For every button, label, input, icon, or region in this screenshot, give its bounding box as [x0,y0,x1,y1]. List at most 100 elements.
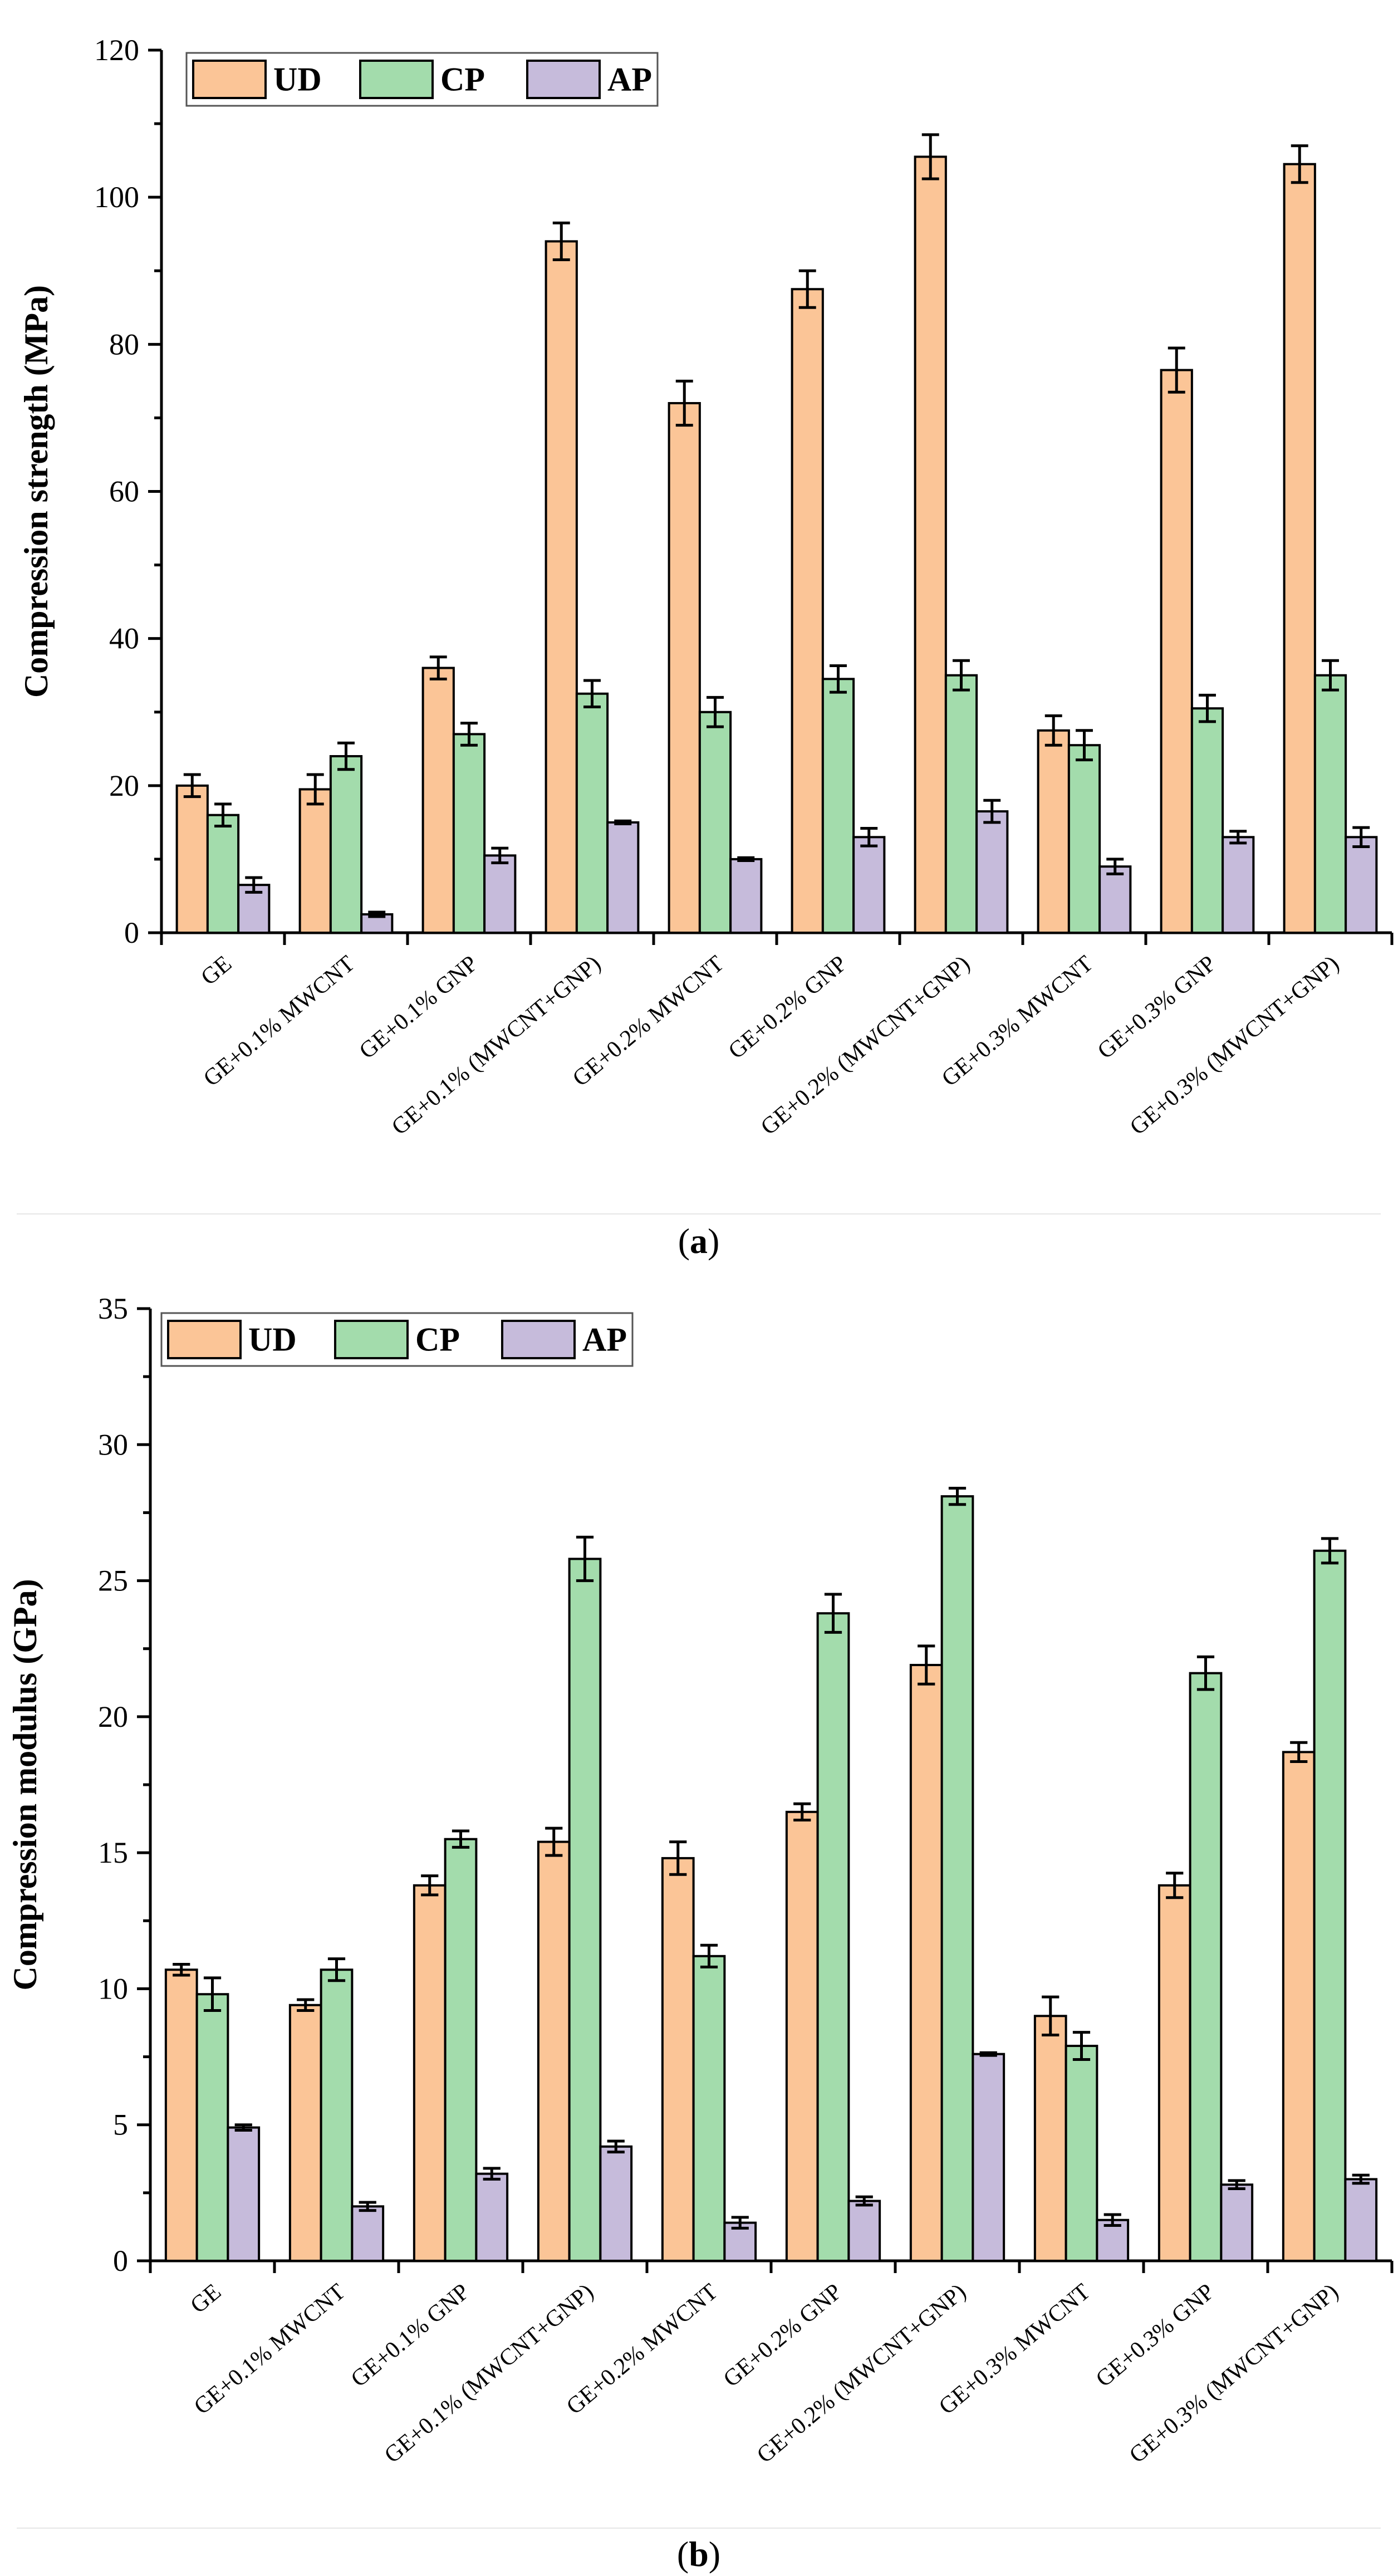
y-axis-title: Compression modulus (GPa) [7,1579,43,1991]
bar-ap [1220,2183,1254,2262]
y-tick-label: 15 [98,1836,128,1869]
bar-ud [413,1884,447,2262]
y-tick-label: 10 [98,1972,128,2005]
panel-a-caption: (a) [678,1221,720,1261]
legend-label-cp: CP [440,61,485,98]
bar-cp [568,1558,602,2262]
legend-label-ap: AP [607,61,652,98]
bar-ap [1222,836,1255,934]
legend-label-ud: UD [248,1321,297,1358]
bar-ud [1283,163,1316,934]
bar-cp [206,814,240,934]
x-category-label: GE+0.2% GNP [724,951,852,1064]
bar-ud [661,1857,695,2262]
legend-label-ap: AP [582,1321,627,1358]
panel-b-compression-modulus-chart: 0 5 10 15 20 25 30 35 Compression modulus (GPa) G… [7,1292,1394,2469]
y-tick-label: 0 [113,2244,128,2278]
bar-ap [227,2126,261,2262]
bar-ud [785,1810,819,2262]
bar-ud [298,788,332,934]
y-tick-label: 40 [109,622,139,655]
bar-ud [1037,729,1070,934]
bar-ap [852,836,886,934]
bar-ud [1033,2015,1067,2262]
legend-swatch-cp [359,60,434,99]
bar-ud [537,1840,571,2262]
bar-cp [575,692,609,934]
y-tick-label: 35 [98,1292,128,1325]
x-category-label: GE [185,2279,225,2318]
bar-ap [972,2053,1005,2262]
bar-cp [1189,1672,1223,2262]
bar-ud [1160,369,1193,934]
x-category-label: GE+0.2% GNP [719,2279,847,2392]
bar-ud [791,288,824,934]
bar-ap [729,858,763,934]
x-category-label: GE+0.1% (MWCNT+GNP) [387,951,606,1140]
x-category-label: GE+0.1% GNP [355,951,483,1064]
bar-ud [288,2004,322,2262]
y-tick-label: 5 [113,2108,128,2142]
bar-cp [320,1968,354,2262]
bar-cp [329,755,363,934]
bar-cp [1190,707,1224,934]
bar-ap [1098,865,1132,934]
bar-cp [452,733,486,934]
bar-ap [847,2200,881,2262]
bar-ud [909,1664,943,2262]
y-tick-label: 20 [98,1700,128,1733]
x-category-label: GE [196,951,236,990]
y-tick-label: 100 [94,180,139,214]
bar-ap [599,2145,633,2262]
bar-cp [698,711,732,934]
bar-ud [175,784,209,934]
bar-cp [1313,1549,1347,2262]
y-tick-label: 80 [109,327,139,361]
y-tick-label: 120 [94,33,139,67]
x-category-label: GE+0.3% (MWCNT+GNP) [1125,951,1344,1140]
bar-ap [606,821,640,934]
bar-ud [545,240,578,934]
x-category-label: GE+0.1% (MWCNT+GNP) [380,2279,599,2468]
bar-ud [668,402,701,934]
bar-cp [444,1838,478,2262]
legend-label-ud: UD [273,61,322,98]
bar-cp [1067,744,1101,934]
bar-cp [816,1612,850,2262]
bar-ud [1157,1884,1191,2262]
bar-cp [944,674,978,934]
bar-cp [1065,2045,1098,2262]
x-category-label: GE+0.3% (MWCNT+GNP) [1125,2279,1343,2468]
x-category-label: GE+0.2% (MWCNT+GNP) [752,2279,971,2468]
y-tick-label: 20 [109,769,139,802]
bar-cp [692,1955,726,2262]
bar-ap [483,854,517,934]
x-category-label: GE+0.2% (MWCNT+GNP) [756,951,975,1140]
legend-label-cp: CP [415,1321,460,1358]
bar-cp [821,678,855,934]
y-tick-label: 25 [98,1564,128,1598]
bar-ap [475,2172,509,2262]
panel-a-compression-strength-chart: 0 20 40 60 80 100 120 Compression strength (MPa… [18,33,1394,1140]
bar-cp [940,1495,974,2262]
legend-swatch-cp [334,1320,409,1359]
bar-ap [1344,2178,1378,2262]
y-tick-label: 0 [124,916,139,949]
panel-b-caption: (b) [677,2534,720,2574]
x-category-label: GE+0.1% GNP [346,2279,474,2392]
bar-cp [195,1993,229,2262]
legend-swatch-ud [192,60,267,99]
legend-swatch-ap [501,1320,576,1359]
x-category-label: GE+0.3% GNP [1091,2279,1219,2392]
bar-ap [1345,836,1378,934]
legend-swatch-ap [526,60,601,99]
bar-cp [1313,674,1347,934]
bar-ud [164,1968,198,2262]
y-tick-label: 30 [98,1428,128,1461]
x-category-label: GE+0.3% GNP [1093,951,1221,1064]
bar-ap [975,810,1009,934]
legend-swatch-ud [167,1320,242,1359]
y-axis-title: Compression strength (MPa) [18,285,55,698]
